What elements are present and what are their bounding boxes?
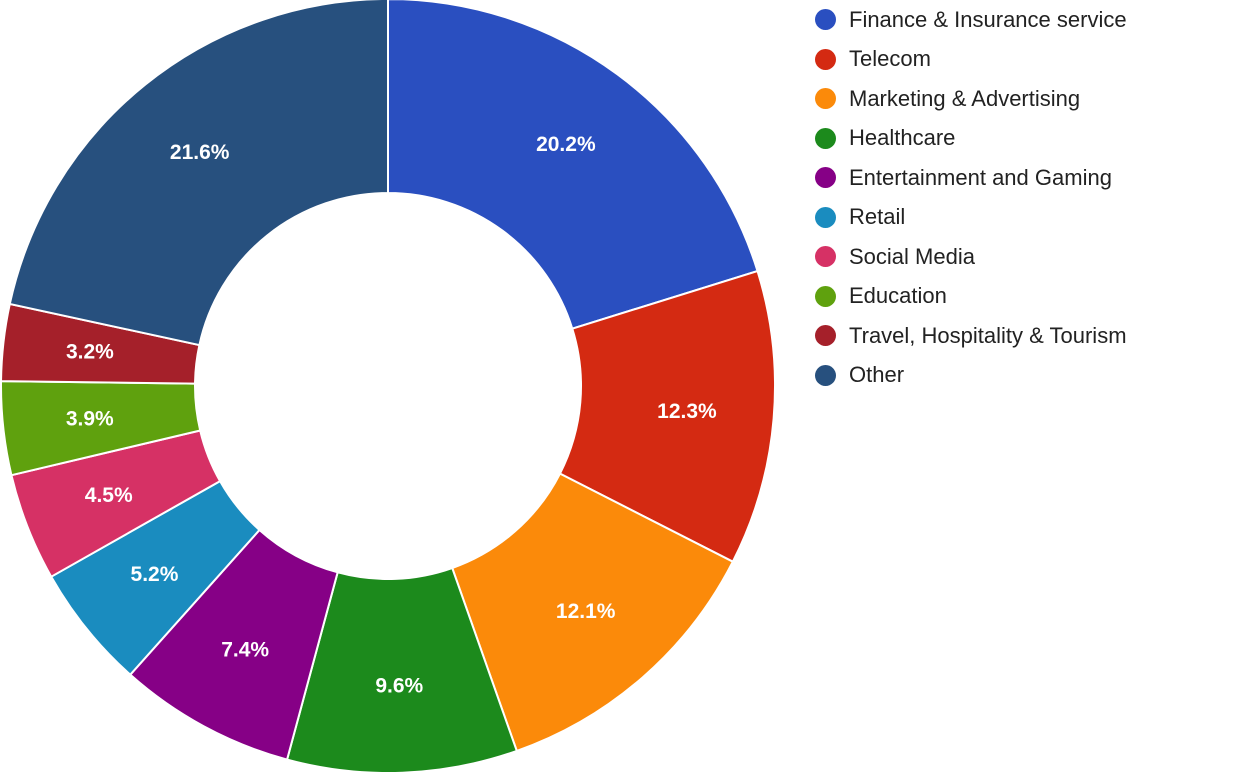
slice-9 — [8, 0, 389, 347]
slice-label-1: 12.3% — [657, 400, 717, 423]
legend-item-2: Marketing & Advertising — [815, 79, 1127, 119]
slice-label-5: 5.2% — [131, 563, 179, 586]
legend-label-6: Social Media — [849, 243, 975, 269]
legend-item-1: Telecom — [815, 40, 1127, 80]
legend-label-0: Finance & Insurance service — [849, 6, 1127, 32]
slice-label-8: 3.2% — [66, 341, 114, 364]
legend-swatch-6 — [815, 246, 836, 268]
legend-label-9: Other — [849, 362, 905, 388]
slice-label-2: 12.1% — [556, 600, 616, 623]
slice-label-3: 9.6% — [375, 674, 423, 697]
slice-2 — [450, 472, 735, 753]
legend-swatch-1 — [815, 48, 836, 70]
slice-labels-group: 20.2% 12.3% 12.1% 9.6% 7.4% 5.2% 4.5% 3.9% 3.2% 2… — [66, 133, 717, 697]
legend-swatch-3 — [815, 127, 836, 149]
legend-label-4: Entertainment and Gaming — [849, 164, 1112, 190]
legend-swatch-5 — [815, 206, 836, 228]
slice-label-6: 4.5% — [85, 484, 133, 507]
slice-label-7: 3.9% — [66, 407, 114, 430]
slice-0 — [387, 0, 759, 330]
slice-label-4: 7.4% — [221, 638, 269, 661]
legend-label-2: Marketing & Advertising — [849, 85, 1081, 111]
legend-item-0: Finance & Insurance service — [815, 0, 1127, 40]
legend-item-5: Retail — [815, 198, 1127, 238]
legend: Finance & Insurance service Telecom Market… — [815, 0, 1127, 395]
legend-item-8: Travel, Hospitality & Tourism — [815, 316, 1127, 356]
legend-swatch-7 — [815, 285, 836, 307]
legend-swatch-9 — [815, 364, 836, 386]
legend-swatch-2 — [815, 88, 836, 110]
legend-item-9: Other — [815, 356, 1127, 396]
slices-group — [0, 0, 776, 773]
legend-swatch-8 — [815, 325, 836, 347]
legend-swatch-4 — [815, 167, 836, 189]
legend-label-8: Travel, Hospitality & Tourism — [849, 322, 1127, 348]
slice-1 — [558, 269, 776, 564]
legend-label-3: Healthcare — [849, 125, 956, 151]
legend-swatch-0 — [815, 9, 836, 31]
legend-label-7: Education — [849, 283, 947, 309]
legend-label-1: Telecom — [849, 46, 931, 72]
legend-item-7: Education — [815, 277, 1127, 317]
legend-item-4: Entertainment and Gaming — [815, 158, 1127, 198]
legend-label-5: Retail — [849, 204, 906, 230]
donut-chart-svg: 20.2% 12.3% 12.1% 9.6% 7.4% 5.2% 4.5% 3.9% 3.2% 2… — [0, 0, 776, 773]
legend-item-3: Healthcare — [815, 119, 1127, 159]
legend-item-6: Social Media — [815, 237, 1127, 277]
slice-label-0: 20.2% — [536, 133, 596, 156]
slice-label-9: 21.6% — [170, 141, 230, 164]
